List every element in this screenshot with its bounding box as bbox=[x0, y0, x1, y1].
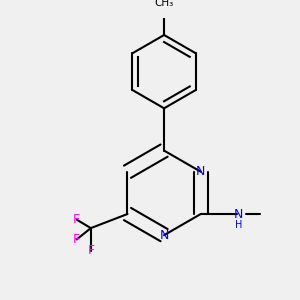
Text: F: F bbox=[73, 233, 80, 246]
Text: H: H bbox=[235, 220, 242, 230]
Text: N: N bbox=[159, 229, 169, 242]
Text: N: N bbox=[196, 165, 206, 178]
Text: F: F bbox=[87, 244, 94, 257]
Text: F: F bbox=[73, 213, 80, 226]
Text: N: N bbox=[234, 208, 244, 220]
Text: CH₃: CH₃ bbox=[154, 0, 174, 8]
